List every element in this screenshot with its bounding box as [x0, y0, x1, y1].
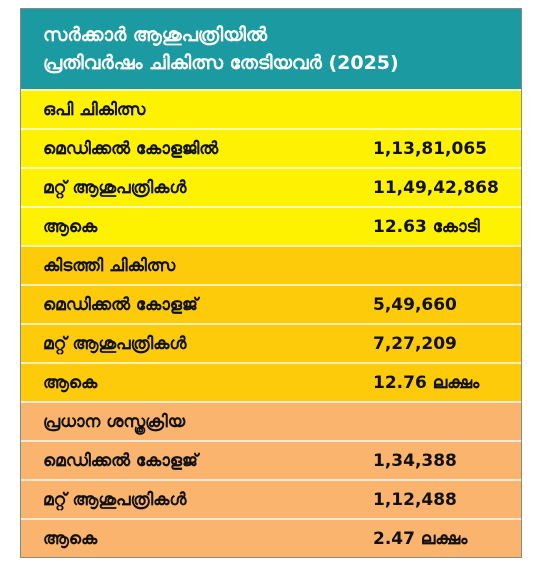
table-row: ആകെ 12.76 ലക്ഷം	[21, 362, 521, 401]
table-row: മറ്റ് ആശുപത്രികൾ 11,49,42,868	[21, 167, 521, 206]
row-value: 12.63 കോടി	[373, 217, 480, 237]
title-line: പ്രതിവർഷം ചികിത്സ തേടിയവർ (2025)	[43, 52, 399, 74]
table-row: മെഡിക്കൽ കോളജ് 1,34,388	[21, 440, 521, 479]
table-row: മറ്റ് ആശുപത്രികൾ 1,12,488	[21, 479, 521, 518]
header: സർക്കാർ ആശുപത്രിയിൽ പ്രതിവർഷം ചികിത്സ തേ…	[21, 9, 521, 89]
row-value: 5,49,660	[373, 295, 457, 315]
row-value: 1,12,488	[373, 490, 457, 510]
title-line: സർക്കാർ ആശുപത്രിയിൽ	[43, 24, 268, 46]
row-label: മെഡിക്കൽ കോളജ്	[43, 451, 198, 471]
table-row: മെഡിക്കൽ കോളജിൽ 1,13,81,065	[21, 128, 521, 167]
row-label: ആകെ	[43, 217, 98, 237]
row-label: മറ്റ് ആശുപത്രികൾ	[43, 178, 187, 198]
section-heading: ഒപി ചികിത്സ	[43, 100, 146, 120]
row-value: 11,49,42,868	[373, 178, 499, 198]
row-label: മറ്റ് ആശുപത്രികൾ	[43, 334, 187, 354]
section-heading-row: ഒപി ചികിത്സ	[21, 89, 521, 128]
row-label: ആകെ	[43, 373, 98, 393]
section-heading: കിടത്തി ചികിത്സ	[43, 256, 176, 276]
row-value: 1,13,81,065	[373, 139, 488, 159]
section-heading-row: കിടത്തി ചികിത്സ	[21, 245, 521, 284]
row-label: മറ്റ് ആശുപത്രികൾ	[43, 490, 187, 510]
row-label: ആകെ	[43, 529, 98, 549]
row-value: 2.47 ലക്ഷം	[373, 529, 468, 549]
table-row: ആകെ 2.47 ലക്ഷം	[21, 518, 521, 557]
table-row: മറ്റ് ആശുപത്രികൾ 7,27,209	[21, 323, 521, 362]
table-card: സർക്കാർ ആശുപത്രിയിൽ പ്രതിവർഷം ചികിത്സ തേ…	[20, 8, 522, 558]
row-value: 12.76 ലക്ഷം	[373, 373, 480, 393]
table-body: ഒപി ചികിത്സ മെഡിക്കൽ കോളജിൽ 1,13,81,065 മറ്…	[21, 89, 521, 557]
section-heading-row: പ്രധാന ശസ്ത്രക്രിയ	[21, 401, 521, 440]
table-row: മെഡിക്കൽ കോളജ് 5,49,660	[21, 284, 521, 323]
table-row: ആകെ 12.63 കോടി	[21, 206, 521, 245]
row-value: 1,34,388	[373, 451, 457, 471]
section-heading: പ്രധാന ശസ്ത്രക്രിയ	[43, 412, 186, 432]
row-label: മെഡിക്കൽ കോളജിൽ	[43, 139, 219, 159]
row-label: മെഡിക്കൽ കോളജ്	[43, 295, 198, 315]
row-value: 7,27,209	[373, 334, 457, 354]
